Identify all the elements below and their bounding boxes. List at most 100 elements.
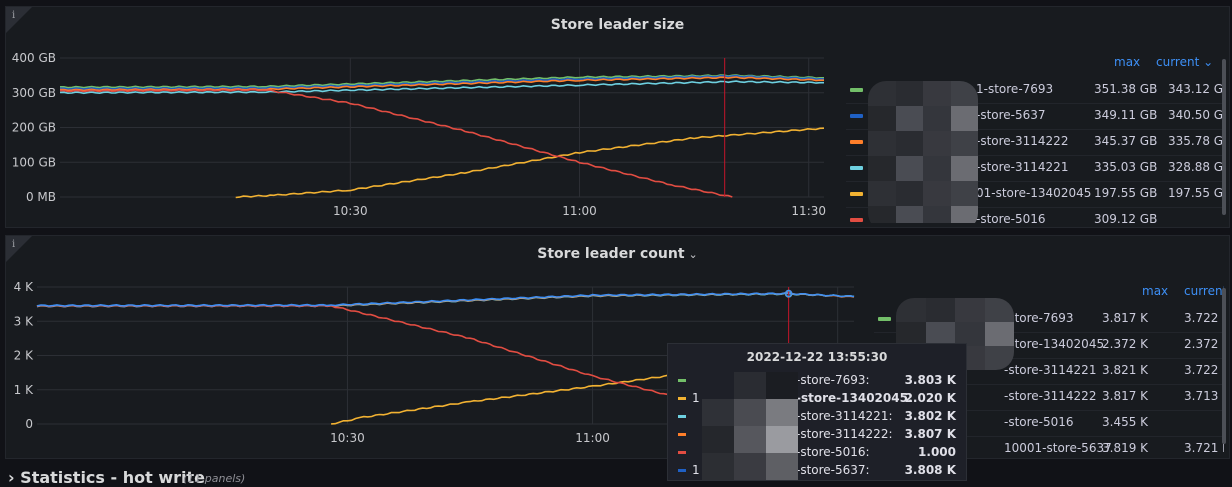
legend-current-value: 335.78 GB: [1168, 134, 1226, 148]
y-tick-label: 1 K: [14, 383, 34, 397]
legend-header-max[interactable]: max: [1142, 284, 1169, 298]
tooltip-row: -store-5016: 1.000: [668, 444, 966, 462]
mosaic-cell: [702, 453, 734, 480]
legend-max-value: 345.37 GB: [1094, 134, 1158, 148]
mosaic-cell: [868, 181, 896, 206]
mosaic-cell: [925, 322, 955, 346]
legend-header-max[interactable]: max: [1114, 55, 1141, 69]
series-color-swatch[interactable]: [850, 192, 863, 196]
legend-scrollbar[interactable]: [1222, 59, 1226, 215]
legend-current-value: 197.55 GB: [1168, 186, 1226, 200]
panel-info-corner[interactable]: [6, 236, 32, 262]
mosaic-cell: [950, 156, 978, 181]
tooltip-series-name: -store-5016:: [796, 445, 870, 459]
tooltip-series-value: 3.803 K: [904, 373, 956, 387]
chevron-right-icon: ›: [8, 468, 15, 487]
series-line[interactable]: [59, 80, 824, 95]
legend-max-value: 351.38 GB: [1094, 82, 1158, 96]
legend-current-value: 343.12 GB: [1168, 82, 1226, 96]
series-color-swatch[interactable]: [850, 114, 863, 118]
tooltip-series-name: -store-3114221:: [796, 409, 893, 423]
mosaic-cell: [925, 298, 955, 322]
chevron-down-icon[interactable]: ⌄: [688, 248, 698, 261]
legend-row[interactable]: -store-5016 309.12 GB: [846, 207, 1226, 223]
tooltip-series-swatch: [678, 469, 686, 472]
legend-row[interactable]: -store-3114221 335.03 GB 328.88 GB: [846, 155, 1226, 182]
mosaic-cell: [923, 106, 951, 131]
tooltip-series-name: -store-13402045:: [796, 391, 913, 405]
legend-current-value: 2.372 K: [1184, 337, 1224, 351]
y-tick-label: 400 GB: [12, 51, 56, 65]
legend-series-name: 10001-store-5637: [1004, 441, 1112, 454]
tooltip-series-swatch: [678, 379, 686, 382]
mosaic-cell: [923, 81, 951, 106]
legend-row[interactable]: -store-5637 349.11 GB 340.50 GB: [846, 103, 1226, 130]
x-tick-label: 11:00: [575, 431, 610, 445]
info-icon[interactable]: i: [12, 239, 16, 250]
legend-max-value: 3.821 K: [1102, 363, 1149, 377]
tooltip-series-value: 2.020 K: [904, 391, 956, 405]
x-tick-label: 10:30: [333, 204, 368, 218]
mosaic-cell: [923, 181, 951, 206]
y-tick-label: 100 GB: [12, 155, 56, 169]
tooltip-row: -store-7693: 3.803 K: [668, 372, 966, 390]
legend-current-value: 3.722 K: [1184, 363, 1224, 377]
chart-store-leader-count[interactable]: 01 K2 K3 K4 K10:3011:0011:3012:0012:3013…: [6, 236, 866, 460]
panel-title-text: Store leader count: [537, 246, 685, 262]
series-color-swatch[interactable]: [878, 317, 891, 321]
collapsed-row-statistics-hot-write[interactable]: › Statistics - hot write (11 panels): [0, 462, 1232, 487]
chart-store-leader-size[interactable]: 0 MB 100 GB 200 GB 300 GB 400 GB 10:30 11:00 11…: [6, 7, 836, 229]
mosaic-cell: [702, 426, 734, 453]
legend-row[interactable]: -store-3114222 345.37 GB 335.78 GB: [846, 129, 1226, 156]
legend-header-current[interactable]: current ⌄: [1156, 55, 1213, 69]
sort-desc-icon: ⌄: [1203, 55, 1214, 69]
series-line[interactable]: [235, 127, 825, 199]
legend: max current ⌄ 1-store-7693 351.38 GB 343.1…: [846, 55, 1226, 223]
series-line[interactable]: [59, 76, 824, 92]
mosaic-cell: [895, 81, 923, 106]
series-line[interactable]: [60, 88, 733, 198]
mosaic-cell: [766, 453, 798, 480]
legend-current-value: 3.722 K: [1184, 311, 1224, 325]
series-color-swatch[interactable]: [850, 218, 863, 222]
panel-title[interactable]: Store leader count ⌄: [6, 246, 1229, 262]
series-color-swatch[interactable]: [850, 166, 863, 170]
tooltip-series-prefix: 1: [692, 463, 700, 477]
legend-series-name: -store-5016: [976, 212, 1046, 223]
series-color-swatch[interactable]: [850, 140, 863, 144]
legend-scrollbar[interactable]: [1222, 288, 1226, 444]
mosaic-cell: [702, 399, 734, 426]
panel-info-corner[interactable]: [6, 7, 32, 33]
legend-current-value: 3.721 K: [1184, 441, 1224, 454]
legend-max-value: 3.819 K: [1102, 441, 1149, 454]
legend-max-value: 349.11 GB: [1094, 108, 1158, 122]
y-tick-label: 0: [25, 417, 33, 431]
legend-row[interactable]: 01-store-13402045 197.55 GB 197.55 GB: [846, 181, 1226, 208]
x-tick-label: 11:30: [791, 204, 826, 218]
legend-max-value: 3.455 K: [1102, 415, 1149, 429]
legend-row[interactable]: -store-3114222 3.817 K 3.713 K: [874, 384, 1224, 411]
legend-header-current[interactable]: current: [1184, 284, 1224, 298]
mosaic-cell: [895, 156, 923, 181]
mosaic-cell: [734, 399, 766, 426]
legend-series-name: -store-5637: [976, 108, 1046, 122]
legend-row[interactable]: -store-7693 3.817 K 3.722 K: [874, 306, 1224, 333]
legend-current-value: 3.713 K: [1184, 389, 1224, 403]
tooltip-time: 2022-12-22 13:55:30: [746, 350, 888, 364]
row-panel-count: (11 panels): [183, 472, 246, 485]
mosaic-cell: [950, 131, 978, 156]
series-line[interactable]: [60, 74, 824, 89]
legend-series-name: -store-13402045: [1004, 337, 1105, 351]
legend-row[interactable]: 1-store-7693 351.38 GB 343.12 GB: [846, 77, 1226, 104]
mosaic-cell: [896, 322, 926, 346]
tooltip-series-swatch: [678, 397, 686, 400]
series-line[interactable]: [36, 292, 855, 307]
series-color-swatch[interactable]: [850, 88, 863, 92]
info-icon[interactable]: i: [12, 10, 16, 21]
mosaic-cell: [984, 322, 1014, 346]
mosaic-cell: [734, 453, 766, 480]
legend-row[interactable]: -store-5016 3.455 K: [874, 410, 1224, 437]
panel-title[interactable]: Store leader size: [6, 17, 1229, 33]
series-line[interactable]: [60, 74, 825, 90]
